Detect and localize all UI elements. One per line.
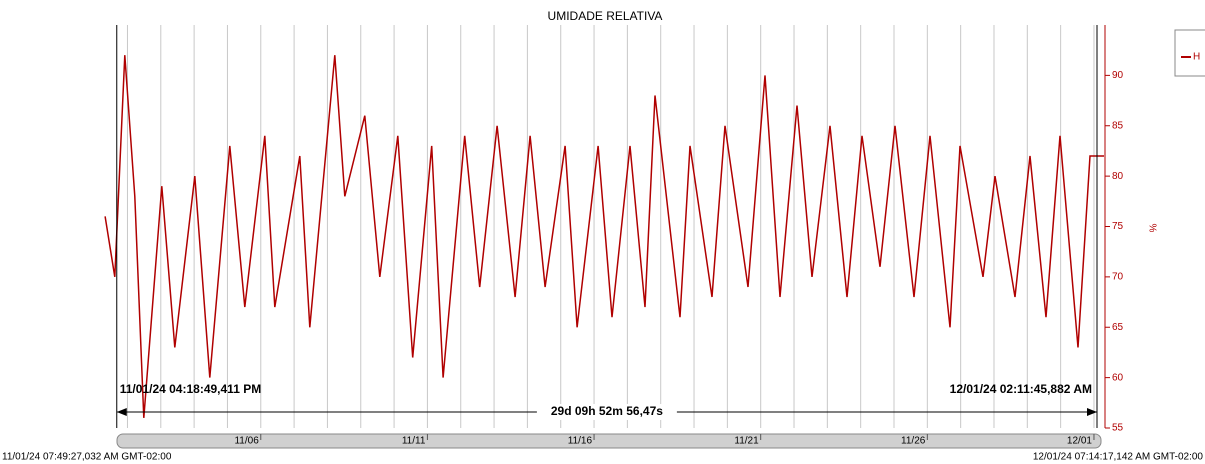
start-label: 11/01/24 07:49:27,032 AM GMT-02:00 xyxy=(2,452,172,463)
y-tick-label: 75 xyxy=(1112,221,1124,232)
y-axis-label: % xyxy=(1146,224,1157,233)
legend-box xyxy=(1174,29,1205,77)
y-tick-label: 90 xyxy=(1112,70,1124,81)
end-label: 12/01/24 07:14:17,142 AM GMT-02:00 xyxy=(1033,452,1204,463)
x-tick-label: 11/06 xyxy=(234,436,259,447)
y-tick-label: 55 xyxy=(1112,423,1124,434)
legend-label: H xyxy=(1193,52,1200,63)
cursor-label: 12/01/24 02:11:45,882 AM xyxy=(950,382,1092,396)
y-tick-label: 70 xyxy=(1112,272,1124,283)
data-line xyxy=(104,55,1104,418)
x-tick-label: 11/11 xyxy=(402,436,426,447)
x-tick-label: 11/21 xyxy=(734,436,759,447)
x-tick-label: 11/16 xyxy=(568,436,593,447)
y-tick-label: 85 xyxy=(1112,120,1124,131)
y-tick-label: 60 xyxy=(1112,372,1124,383)
cursor-label: 11/01/24 04:18:49,411 PM xyxy=(120,382,261,396)
x-tick-label: 11/26 xyxy=(901,436,926,447)
scrollbar[interactable] xyxy=(116,433,1102,449)
chart-title: UMIDADE RELATIVA xyxy=(548,9,663,23)
y-tick-label: 80 xyxy=(1112,171,1124,182)
arrow-head xyxy=(116,408,127,416)
span-label-bg xyxy=(536,404,677,420)
y-tick-label: 65 xyxy=(1112,322,1124,333)
span-label: 29d 09h 52m 56,47s xyxy=(551,404,663,418)
x-tick-label: 12/01 xyxy=(1067,436,1092,447)
arrow-head xyxy=(1087,408,1098,416)
